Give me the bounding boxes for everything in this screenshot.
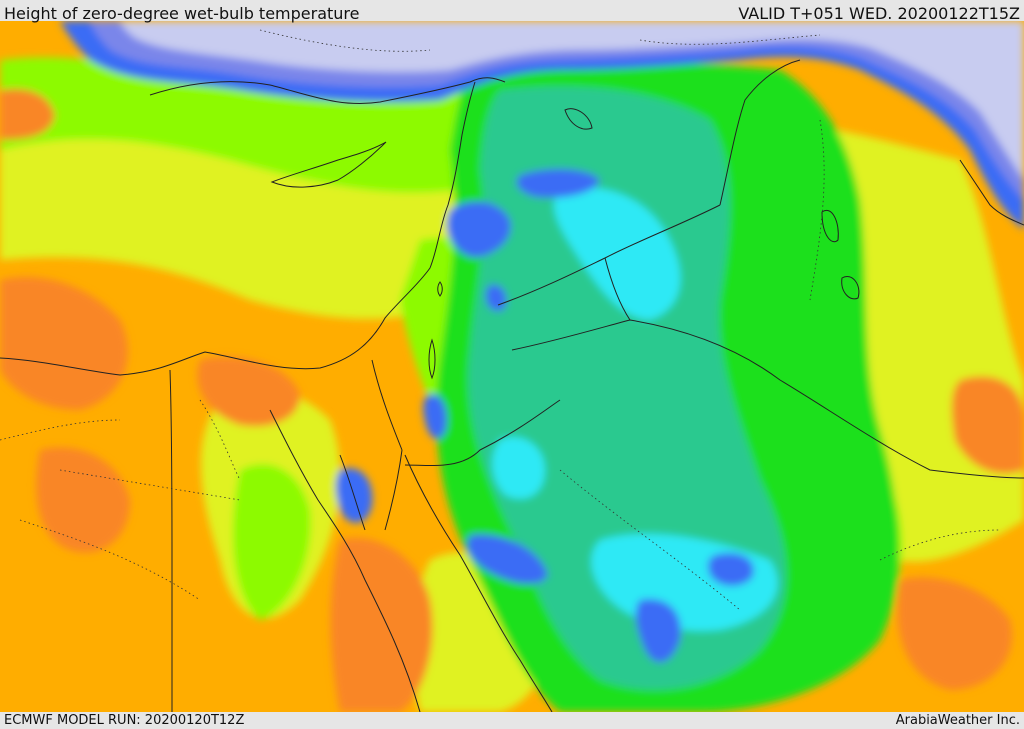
red-sea-west-coast [269, 409, 421, 712]
mediterranean-south-coast [0, 81, 476, 376]
map-header: Height of zero-degree wet-bulb temperatu… [0, 0, 1024, 23]
dotted-boundary-1 [259, 29, 431, 52]
east-coast-gulf [959, 159, 1024, 226]
dotted-boundary-6 [809, 119, 825, 301]
wet-bulb-map [0, 21, 1024, 712]
jordan-iraq-border [604, 257, 631, 321]
dotted-boundary-2 [639, 34, 821, 45]
egypt-libya-border [169, 369, 173, 712]
gulf-of-suez [339, 454, 366, 531]
field-dark-orange-southeast [897, 577, 1012, 690]
lake-habbaniyah [841, 276, 860, 300]
field-dark-orange-east [951, 376, 1024, 474]
dotted-boundary-3 [59, 469, 241, 501]
field-dark-orange-egypt-north [197, 356, 300, 427]
map-title: Height of zero-degree wet-bulb temperatu… [4, 4, 360, 23]
coastlines [0, 59, 1024, 712]
field-cyan-north [553, 187, 681, 320]
cyprus-outline [270, 141, 387, 188]
lake-assad [564, 108, 593, 130]
field-dark-orange-med-west [0, 88, 55, 140]
field-light-green-north [0, 57, 475, 193]
field-blue-negev [423, 394, 448, 440]
field-blue-asir [635, 599, 681, 663]
internal-boundaries [0, 29, 1001, 611]
dead-sea [428, 338, 436, 380]
field-blue-syria [516, 168, 600, 198]
red-sea-east-coast [404, 454, 553, 712]
dotted-boundary-7 [199, 399, 241, 481]
dotted-boundary-4 [19, 519, 201, 601]
field-dark-orange-libya [0, 276, 128, 410]
iraq-syria-border [497, 204, 721, 306]
field-teal [468, 86, 787, 690]
lake-tharthar [821, 209, 839, 243]
gulf-of-aqaba [384, 449, 403, 531]
map-footer: ECMWF MODEL RUN: 20200120T12Z ArabiaWeat… [0, 712, 1024, 729]
field-dark-orange-egypt-south [330, 538, 433, 712]
turkey-south-coast [149, 77, 506, 105]
field-blue-jordan [485, 284, 507, 312]
dotted-boundary-9 [879, 529, 1001, 561]
field-very-low-north [120, 21, 1024, 180]
sea-of-galilee [437, 281, 443, 297]
jordan-saudi-border [404, 399, 561, 467]
field-blue-lebanon [446, 201, 511, 258]
field-dark-orange-sahara [36, 447, 130, 553]
credit-label: ArabiaWeather Inc. [895, 713, 1020, 728]
egypt-israel-border [371, 359, 403, 451]
model-run-label: ECMWF MODEL RUN: 20200120T12Z [4, 713, 245, 728]
field-cyan-mid [492, 436, 545, 499]
field-light-green-west [232, 464, 311, 620]
valid-time-label: VALID T+051 WED. 20200122T15Z [738, 4, 1020, 23]
dotted-boundary-8 [0, 419, 121, 441]
map-canvas[interactable] [0, 21, 1024, 712]
iraq-border-east [719, 59, 801, 206]
field-blue-hejaz [466, 534, 548, 585]
saudi-north-border [511, 319, 1024, 479]
dotted-boundary-5 [559, 469, 741, 611]
field-blue-najd [707, 552, 754, 586]
